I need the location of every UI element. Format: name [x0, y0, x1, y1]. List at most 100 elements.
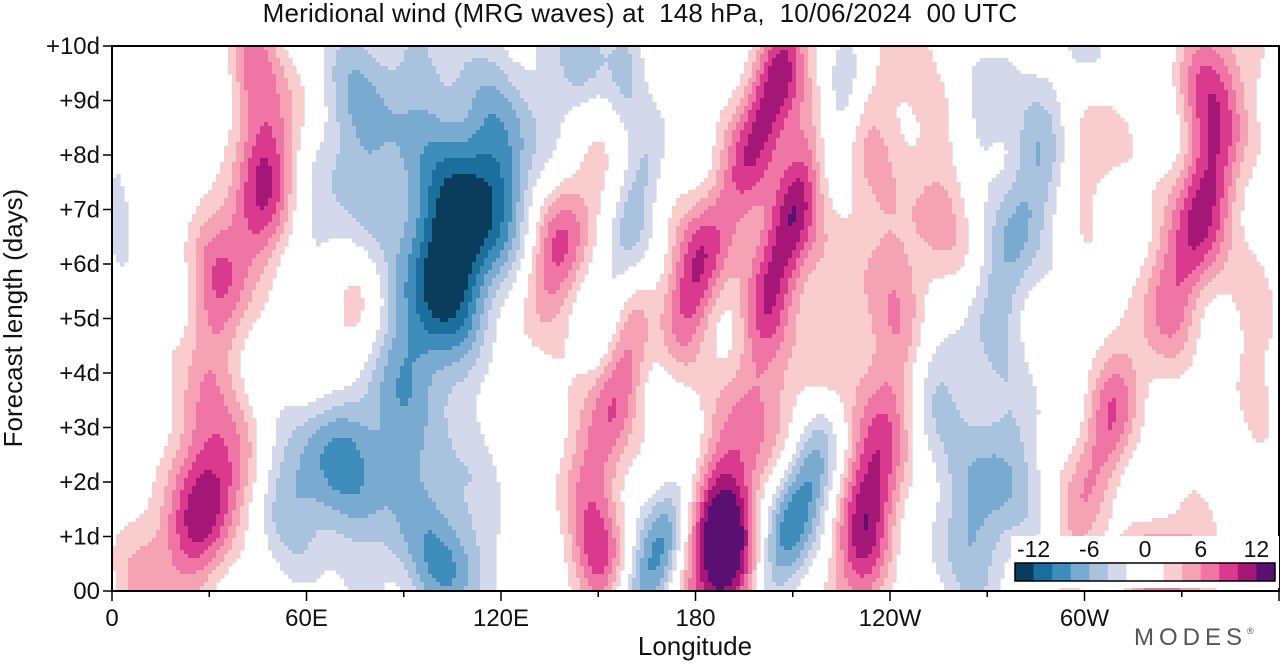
- contour-cell: [196, 458, 229, 463]
- contour-cell: [1192, 146, 1201, 151]
- contour-cell: [1176, 278, 1185, 283]
- contour-cell: [748, 98, 757, 103]
- contour-cell: [792, 274, 801, 279]
- contour-cell: [232, 126, 241, 131]
- contour-cell: [512, 214, 517, 219]
- contour-cell: [724, 146, 729, 151]
- contour-cell: [1244, 418, 1269, 423]
- contour-cell: [272, 234, 281, 239]
- contour-cell: [632, 186, 645, 191]
- contour-cell: [1204, 254, 1217, 259]
- contour-cell: [952, 206, 965, 211]
- contour-cell: [476, 298, 485, 303]
- contour-cell: [280, 410, 325, 415]
- contour-cell: [240, 102, 249, 107]
- contour-cell: [988, 358, 1009, 363]
- contour-cell: [336, 198, 409, 203]
- contour-cell: [212, 286, 229, 291]
- contour-cell: [272, 466, 281, 471]
- contour-cell: [584, 462, 605, 467]
- contour-cell: [1120, 322, 1145, 327]
- contour-cell: [452, 438, 485, 443]
- contour-cell: [944, 442, 1025, 447]
- contour-cell: [776, 434, 789, 439]
- contour-cell: [280, 58, 293, 63]
- contour-cell: [188, 454, 197, 459]
- contour-cell: [1160, 242, 1169, 247]
- contour-cell: [1216, 194, 1225, 199]
- contour-cell: [704, 290, 713, 295]
- contour-cell: [576, 274, 585, 279]
- contour-cell: [992, 366, 1009, 371]
- contour-cell: [628, 142, 665, 147]
- contour-cell: [1168, 198, 1177, 203]
- contour-cell: [636, 398, 645, 403]
- contour-cell: [924, 430, 937, 435]
- contour-cell: [1240, 362, 1265, 367]
- contour-cell: [892, 462, 901, 467]
- contour-cell: [936, 422, 969, 427]
- contour-cell: [544, 242, 553, 247]
- contour-cell: [884, 210, 897, 215]
- contour-cell: [192, 442, 205, 447]
- contour-cell: [292, 94, 305, 99]
- contour-cell: [1016, 422, 1037, 427]
- contour-cell: [1188, 194, 1197, 199]
- contour-cell: [508, 142, 525, 147]
- contour-cell: [428, 350, 469, 355]
- contour-cell: [416, 286, 425, 291]
- contour-cell: [1240, 366, 1265, 371]
- contour-cell: [672, 210, 689, 215]
- contour-cell: [756, 162, 769, 167]
- contour-cell: [1196, 246, 1213, 251]
- contour-cell: [800, 434, 813, 439]
- contour-cell: [1088, 422, 1097, 427]
- contour-cell: [1144, 298, 1157, 303]
- contour-cell: [276, 206, 285, 211]
- contour-cell: [820, 478, 829, 483]
- contour-cell: [408, 346, 453, 351]
- contour-cell: [1212, 46, 1233, 51]
- contour-cell: [536, 258, 545, 263]
- contour-cell: [512, 198, 521, 203]
- contour-cell: [236, 326, 253, 331]
- contour-cell: [400, 398, 409, 403]
- contour-cell: [1180, 78, 1189, 83]
- contour-cell: [1152, 274, 1161, 279]
- contour-cell: [816, 238, 829, 243]
- contour-cell: [292, 118, 305, 123]
- contour-cell: [528, 278, 537, 283]
- contour-cell: [588, 146, 605, 151]
- contour-cell: [352, 438, 425, 443]
- contour-cell: [488, 250, 501, 255]
- contour-cell: [536, 130, 561, 135]
- contour-cell: [928, 434, 941, 439]
- contour-cell: [1180, 134, 1189, 139]
- contour-cell: [1156, 258, 1165, 263]
- contour-cell: [260, 130, 273, 135]
- contour-cell: [852, 470, 857, 475]
- contour-cell: [172, 458, 185, 463]
- contour-cell: [568, 230, 581, 235]
- contour-cell: [468, 306, 477, 311]
- contour-cell: [728, 122, 737, 127]
- contour-cell: [388, 358, 405, 363]
- contour-cell: [748, 282, 757, 287]
- contour-cell: [1060, 482, 1069, 487]
- contour-cell: [912, 218, 957, 223]
- contour-cell: [808, 234, 817, 239]
- contour-cell: [1176, 50, 1185, 55]
- contour-cell: [1084, 110, 1117, 115]
- contour-cell: [748, 330, 761, 335]
- contour-cell: [760, 106, 781, 111]
- contour-cell: [268, 474, 281, 479]
- contour-cell: [228, 142, 237, 147]
- contour-cell: [940, 482, 953, 487]
- contour-cell: [688, 246, 701, 251]
- contour-cell: [816, 222, 825, 227]
- contour-cell: [756, 326, 777, 331]
- contour-cell: [1192, 62, 1225, 67]
- contour-cell: [920, 234, 957, 239]
- contour-cell: [288, 194, 297, 199]
- contour-cell: [640, 166, 649, 171]
